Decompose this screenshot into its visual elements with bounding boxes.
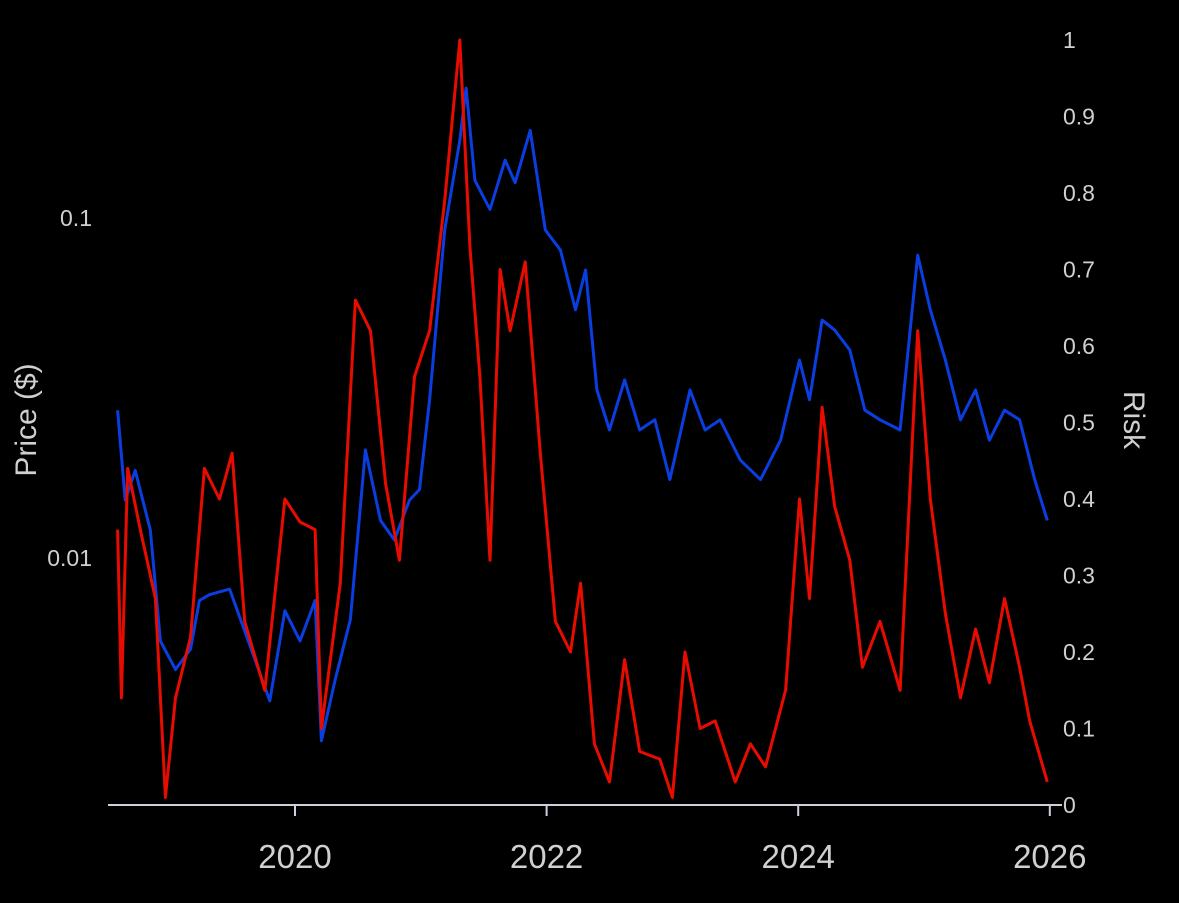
right-tick-label: 0 — [1063, 792, 1076, 818]
x-tick-label: 2022 — [510, 838, 583, 875]
right-tick-label: 0.4 — [1063, 486, 1095, 512]
right-tick-label: 0.8 — [1063, 180, 1095, 206]
x-tick-label: 2026 — [1013, 838, 1086, 875]
right-tick-label: 0.5 — [1063, 410, 1095, 436]
right-axis-label: Risk — [1117, 391, 1150, 450]
right-tick-label: 0.9 — [1063, 104, 1095, 130]
right-tick-label: 0.2 — [1063, 639, 1095, 665]
left-tick-label: 0.01 — [47, 545, 92, 571]
right-tick-label: 0.7 — [1063, 257, 1095, 283]
right-tick-label: 1 — [1063, 27, 1076, 53]
left-tick-label: 0.1 — [60, 205, 92, 231]
right-tick-label: 0.3 — [1063, 563, 1095, 589]
right-tick-label: 0.6 — [1063, 333, 1095, 359]
x-tick-label: 2020 — [258, 838, 331, 875]
risk-line — [116, 38, 1049, 799]
x-ticks: 2020 2022 2024 2026 — [258, 805, 1087, 875]
x-tick-label: 2024 — [761, 838, 834, 875]
series-lines — [116, 38, 1049, 799]
left-y-ticks: 0.01 0.1 — [47, 205, 92, 571]
right-y-ticks: 0 0.1 0.2 0.3 0.4 0.5 0.6 0.7 0.8 0.9 1 — [1063, 27, 1095, 818]
left-axis-label: Price ($) — [10, 363, 43, 476]
right-tick-label: 0.1 — [1063, 716, 1095, 742]
